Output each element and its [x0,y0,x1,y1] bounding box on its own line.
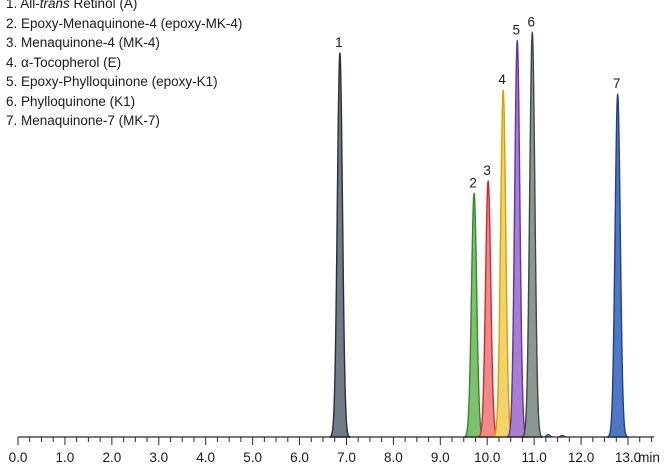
x-tick-label: 12.0 [568,450,594,465]
peak-label-7: 7 [613,76,621,91]
x-tick-label: 8.0 [384,450,403,465]
x-axis: 0.0 1.0 2.0 3.0 4.0 5.0 6.0 7.0 8.0 9.0 10.0 11.0 12… [9,436,660,465]
peak-label-2: 2 [469,175,477,190]
legend: 1. All-trans Retinol (A) 2. Epoxy-Menaqu… [6,0,242,131]
peak-label-6: 6 [528,14,536,29]
x-tick-label: 9.0 [431,450,450,465]
peak-labels-layer: 1 23 4 56 7 [335,14,620,190]
legend-item-2: 2. Epoxy-Menaquinone-4 (epoxy-MK-4) [6,15,243,31]
peaks-layer [328,31,629,438]
peak-2 [463,192,486,438]
peak-4 [492,89,515,438]
x-tick-label: 2.0 [102,450,121,465]
x-tick-label: 4.0 [196,450,215,465]
peak-label-1: 1 [335,35,343,50]
x-tick-label: 5.0 [243,450,262,465]
legend-item-1: 1. All-trans Retinol (A) [6,0,138,11]
legend-item-3: 3. Menaquinone-4 (MK-4) [6,35,160,50]
legend-item-6: 6. Phylloquinone (K1) [6,93,136,109]
x-tick-label: 7.0 [337,450,356,465]
x-tick-label: 1.0 [56,450,75,465]
legend-item-4: 4. α-Tocopherol (E) [6,54,122,70]
peak-label-4: 4 [498,72,506,87]
peak-3 [477,180,500,438]
peak-1 [328,52,351,438]
x-tick-label: 6.0 [290,450,309,465]
peak-6 [521,31,544,438]
x-tick-label: 11.0 [522,450,547,465]
legend-item-7: 7. Menaquinone-7 (MK-7) [6,113,160,128]
peak-label-5: 5 [513,23,521,38]
x-tick-label: 3.0 [149,450,168,465]
peak-label-3: 3 [483,163,491,178]
peak-5 [506,39,529,438]
x-unit-label: min [638,450,660,465]
peak-7 [606,93,629,438]
x-tick-label: 13.0 [615,450,641,465]
x-tick-label: 10.0 [474,450,500,465]
x-tick-label: 0.0 [9,450,28,465]
legend-item-5: 5. Epoxy-Phylloquinone (epoxy-K1) [6,74,218,89]
